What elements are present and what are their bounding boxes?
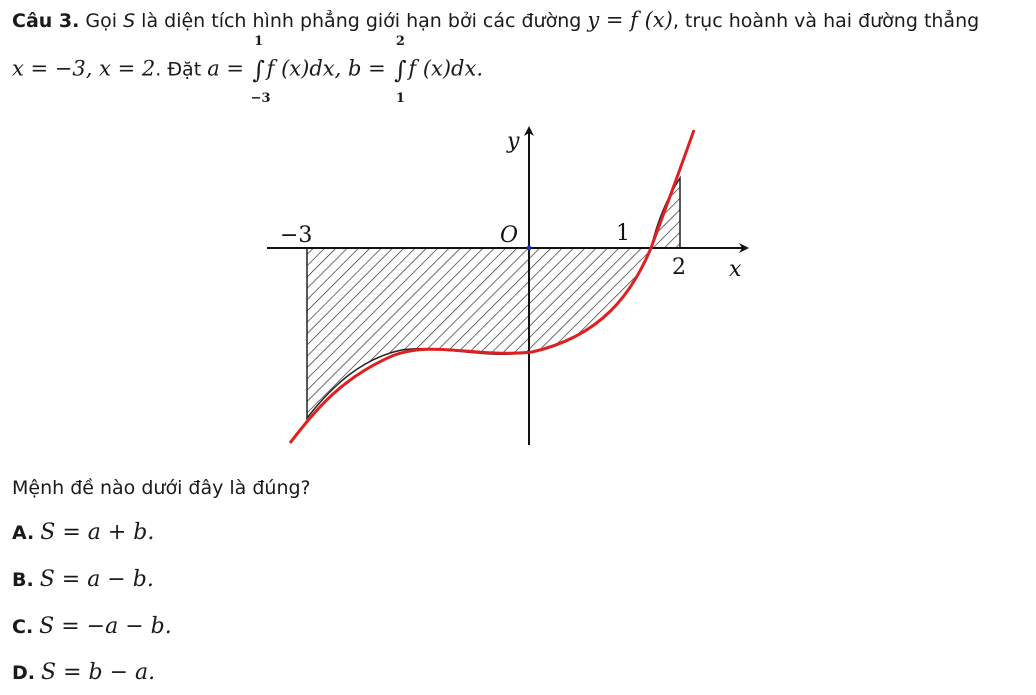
- integral-b: 2 ∫ 1: [392, 34, 408, 106]
- tick-label-minus3: −3: [280, 223, 312, 248]
- var-S: S: [123, 10, 136, 32]
- integral-a-upper: 1: [254, 34, 264, 49]
- option-a-expr: S = a + b.: [40, 520, 155, 545]
- integral-a-symbol: ∫: [252, 56, 265, 84]
- option-a-label: A.: [12, 522, 35, 544]
- integrand-a: f (x)dx,: [266, 56, 348, 81]
- integral-b-lower: 1: [395, 91, 405, 106]
- tick-label-1: 1: [616, 221, 630, 246]
- eq-boundary-lines: x = −3, x = 2: [12, 56, 156, 81]
- question-text: Mệnh đề nào dưới đây là đúng?: [12, 477, 311, 499]
- function-graph: y x O −3 1 2: [267, 126, 749, 445]
- problem-line-2: x = −3, x = 2. Đặt a = 1 ∫ −3 f (x)dx, b = …: [12, 34, 484, 106]
- option-d[interactable]: D. S = b − a.: [12, 660, 155, 685]
- option-c-label: C.: [12, 616, 34, 638]
- eq-y-f-x: y = f (x): [587, 8, 673, 32]
- integral-b-upper: 2: [395, 34, 405, 49]
- problem-text-2: là diện tích hình phẳng giới hạn bởi các…: [135, 10, 588, 32]
- hatched-region-left: [306, 247, 653, 421]
- x-axis-label: x: [729, 257, 742, 282]
- y-axis-label: y: [506, 129, 520, 154]
- b-lhs: b =: [347, 56, 393, 81]
- problem-text-1: Gọi: [85, 10, 124, 32]
- integrand-b: f (x)dx.: [408, 56, 484, 81]
- option-d-expr: S = b − a.: [41, 660, 156, 685]
- option-d-label: D.: [12, 662, 35, 684]
- option-c[interactable]: C. S = −a − b.: [12, 614, 172, 639]
- origin-point: [526, 245, 532, 251]
- option-c-expr: S = −a − b.: [39, 614, 172, 639]
- integral-a-lower: −3: [250, 91, 271, 106]
- problem-text-3: , trục hoành và hai đường thẳng: [672, 10, 980, 32]
- option-a[interactable]: A. S = a + b.: [12, 520, 154, 545]
- origin-label: O: [500, 223, 518, 248]
- integral-b-symbol: ∫: [394, 56, 407, 84]
- problem-text-4: . Đặt: [155, 58, 208, 81]
- function-curve: [288, 129, 696, 444]
- integral-a: 1 ∫ −3: [251, 34, 271, 106]
- tick-label-2: 2: [672, 255, 686, 280]
- problem-line-1: Câu 3. Gọi S là diện tích hình phẳng giớ…: [12, 8, 979, 32]
- option-b-label: B.: [12, 569, 34, 591]
- option-b-expr: S = a − b.: [39, 567, 154, 592]
- a-lhs: a =: [207, 56, 251, 81]
- option-b[interactable]: B. S = a − b.: [12, 567, 154, 592]
- problem-number: Câu 3.: [12, 10, 80, 32]
